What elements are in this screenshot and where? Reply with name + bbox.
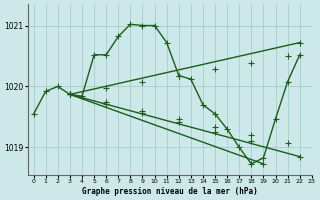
X-axis label: Graphe pression niveau de la mer (hPa): Graphe pression niveau de la mer (hPa) [82, 187, 258, 196]
